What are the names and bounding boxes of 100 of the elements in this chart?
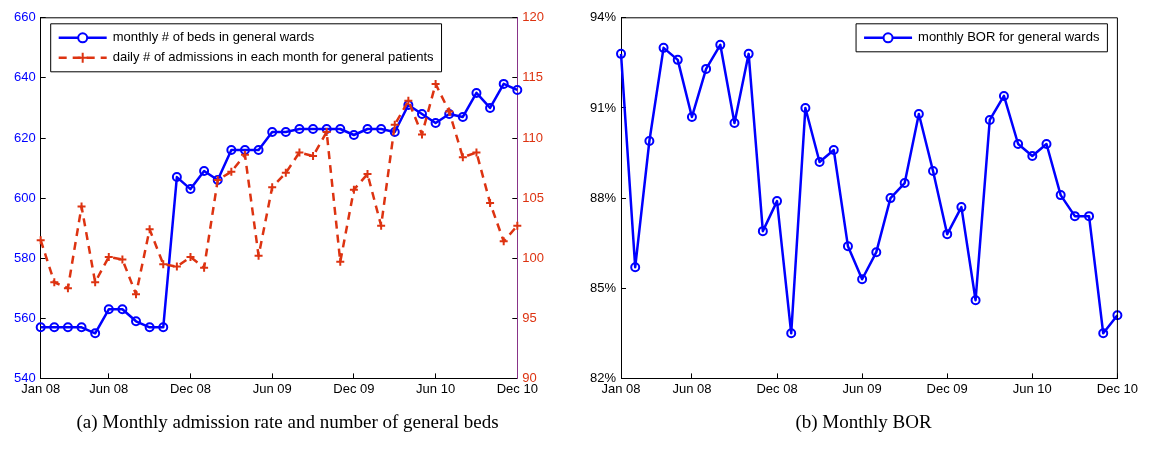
point [1098,328,1109,339]
x-tick-label: Jun 09 [252,380,292,396]
point [485,102,496,113]
point [171,172,182,183]
y2-tick-label: 115 [522,69,544,85]
point [1069,211,1080,222]
point [376,123,387,134]
point [630,262,641,273]
y-tick-label: 640 [13,69,36,85]
y2-tick-label: 120 [522,9,545,25]
y-tick-label: 85% [589,279,617,295]
y2-tick-label: 95 [522,309,537,325]
point [49,322,60,333]
y2-tick-label: 105 [522,189,545,205]
x-tick-label: Dec 08 [169,380,212,396]
point [729,117,740,128]
y-tick-label: 660 [13,9,36,25]
y-tick-label: 540 [13,369,36,385]
point [362,123,373,134]
point [158,322,169,333]
y-tick-label: 580 [13,249,36,265]
point [348,130,359,140]
legend-label: daily # of admissions in each month for general patients [112,49,435,65]
point [616,48,627,59]
x-tick-label: Jun 10 [416,380,456,396]
y-tick-label: 620 [13,129,36,145]
x-tick-label: Dec 09 [333,380,375,396]
point [1112,310,1123,321]
point [471,87,482,98]
point [1027,151,1038,162]
point [1041,139,1052,150]
point [715,39,726,50]
y-tick-label: 82% [589,369,617,385]
point [335,123,346,134]
point [35,322,46,333]
point [1084,211,1095,222]
point [701,63,712,74]
point [857,274,868,285]
point [76,322,87,333]
point [267,126,278,137]
point [828,145,839,156]
point [686,111,697,122]
point [498,78,509,89]
text: (a) Monthly admission rate and number of general beds [75,411,500,433]
point [644,136,655,147]
y-tick-label: 600 [13,189,36,205]
y2-tick-label: 110 [522,129,544,145]
point [90,328,101,339]
point [899,178,910,189]
y-tick-label: 91% [589,99,617,115]
x-tick-label: Jun 09 [842,380,882,396]
point [998,90,1009,101]
x-tick-label: Dec 09 [926,380,968,396]
point [814,157,825,168]
point [308,123,319,134]
point [199,166,210,177]
point [416,108,427,119]
point [786,328,797,339]
point [294,123,305,134]
point [885,193,896,204]
x-tick-label: Dec 08 [756,380,798,396]
point [842,241,853,252]
point [928,166,939,177]
y-tick-label: 88% [589,189,617,205]
x-tick-label: Jun 08 [672,380,712,396]
x-tick-label: Jun 10 [1012,380,1052,396]
legend-label: monthly # of beds in general wards [112,29,315,45]
point [389,126,400,137]
point [117,304,128,315]
point [942,229,953,240]
y-tick-label: 560 [13,309,36,325]
y2-tick-label: 90 [522,369,537,385]
point [1013,139,1024,150]
point [512,84,523,95]
point [1055,190,1066,201]
y-tick-label: 94% [589,9,617,25]
point [970,295,981,306]
x-tick-label: Jun 08 [89,380,129,396]
point [131,316,142,327]
point [226,145,237,156]
point [956,202,967,213]
point [743,48,754,59]
point [103,304,114,315]
point [62,322,73,333]
point [253,145,264,156]
point [430,117,441,128]
point [772,196,783,207]
text: (b) Monthly BOR [794,411,933,433]
point [913,108,924,119]
point [280,126,291,137]
x-tick-label: Dec 10 [1096,380,1139,396]
point [457,111,468,122]
legend-label: monthly BOR for general wards [918,29,1100,45]
point [658,42,669,53]
point [757,226,768,237]
y2-tick-label: 100 [522,249,545,265]
point [984,114,995,125]
point [871,247,882,258]
point [185,184,196,195]
point [672,54,683,65]
